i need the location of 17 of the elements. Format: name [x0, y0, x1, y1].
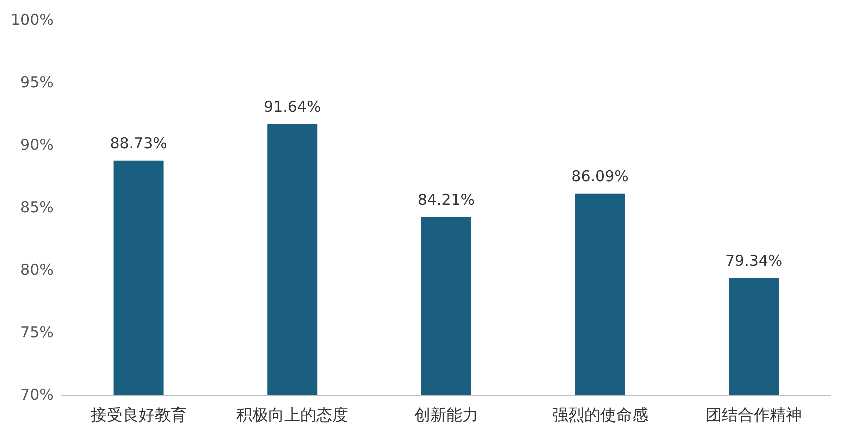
y-tick-label: 75% [20, 324, 54, 342]
y-tick-label: 90% [20, 136, 54, 154]
x-tick-label: 强烈的使命感 [552, 406, 648, 424]
data-label: 84.21% [418, 190, 476, 209]
data-label: 88.73% [110, 134, 168, 152]
x-tick-label: 创新能力 [414, 406, 478, 424]
x-tick-label: 团结合作精神 [706, 406, 802, 424]
y-tick-label: 100% [10, 11, 54, 29]
y-tick-label: 80% [20, 261, 54, 279]
y-tick-label: 70% [20, 386, 54, 404]
y-tick-label: 85% [20, 198, 54, 216]
x-tick-label: 积极向上的态度 [236, 406, 349, 424]
data-label: 79.34% [725, 252, 783, 270]
y-tick-label: 95% [20, 74, 54, 92]
data-label: 86.09% [572, 167, 629, 186]
x-tick-label: 接受良好教育 [90, 406, 187, 424]
data-label: 91.64% [264, 98, 322, 116]
